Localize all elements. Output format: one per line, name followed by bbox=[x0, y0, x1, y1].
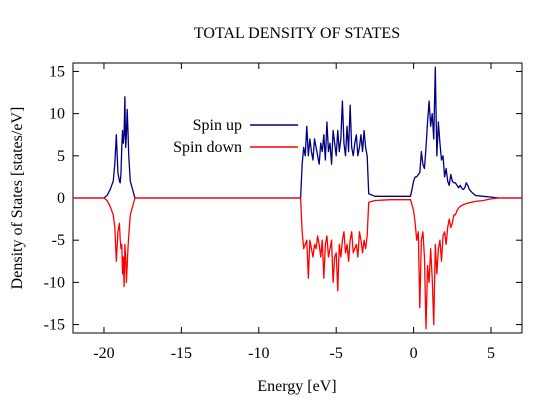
series-line-spin-down bbox=[73, 197, 522, 330]
y-tick-label: 10 bbox=[49, 106, 65, 123]
y-axis-label: Density of States [states/eV] bbox=[9, 107, 26, 290]
legend-label-spin-down: Spin down bbox=[173, 139, 242, 156]
y-tick-label: 5 bbox=[57, 148, 65, 165]
legend: Spin up Spin down bbox=[173, 117, 298, 156]
y-tick-label: -5 bbox=[52, 232, 65, 249]
y-tick-label: -15 bbox=[44, 317, 65, 334]
x-tick-label: -5 bbox=[330, 345, 343, 362]
y-tick-label: -10 bbox=[44, 274, 65, 291]
series-line-spin-up bbox=[73, 66, 522, 199]
y-tick-label: 15 bbox=[49, 63, 65, 80]
x-axis-label: Energy [eV] bbox=[257, 378, 336, 395]
x-tick-label: 0 bbox=[410, 345, 418, 362]
y-tick-label: 0 bbox=[57, 190, 65, 207]
chart-title: TOTAL DENSITY OF STATES bbox=[194, 25, 400, 42]
plot-area: -20 -15 -10 -5 0 5 -15 -10 -5 0 5 10 15 bbox=[44, 62, 523, 362]
x-tick-label: -10 bbox=[248, 345, 269, 362]
legend-label-spin-up: Spin up bbox=[193, 117, 242, 134]
x-tick-label: -20 bbox=[93, 345, 114, 362]
x-tick-label: 5 bbox=[487, 345, 495, 362]
x-tick-label: -15 bbox=[171, 345, 192, 362]
